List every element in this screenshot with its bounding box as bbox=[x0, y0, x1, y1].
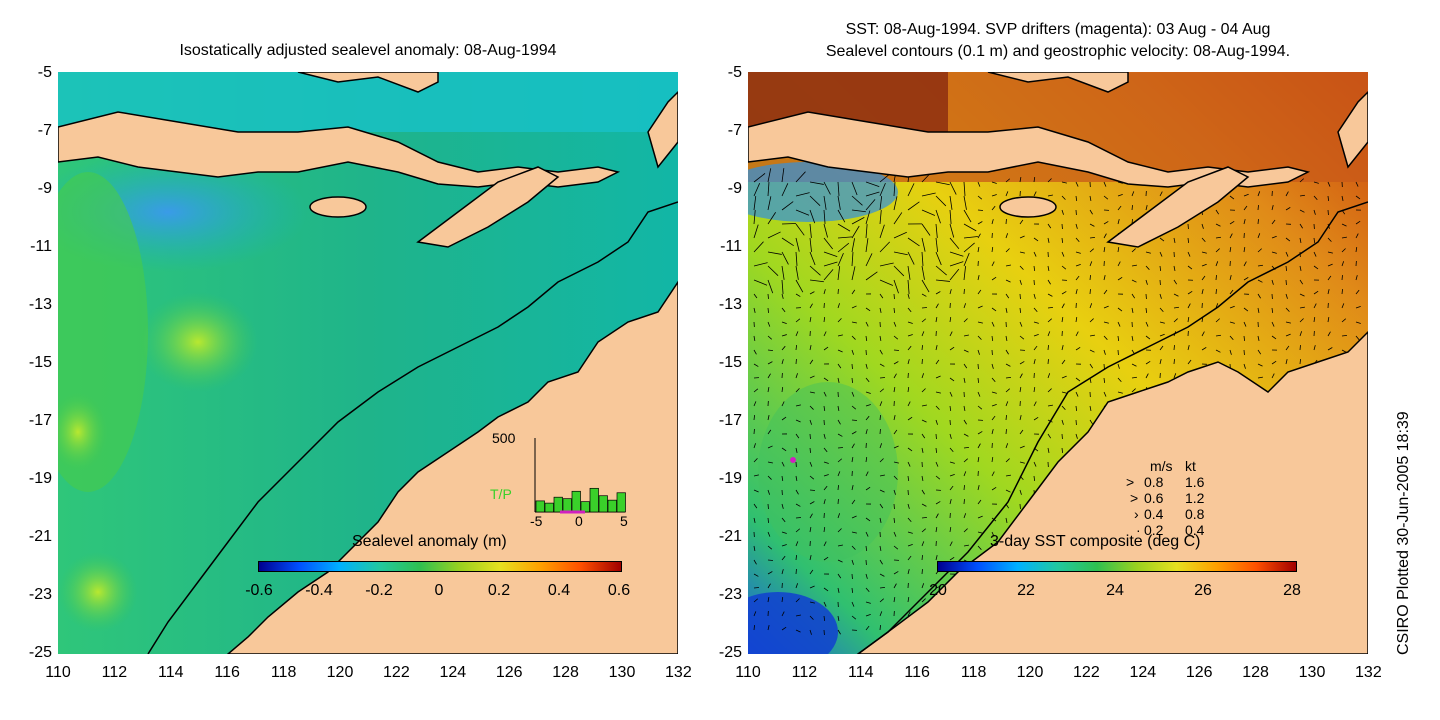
left-colorbar-tick: 0.6 bbox=[607, 582, 631, 599]
y-tick-label: -21 bbox=[718, 528, 742, 545]
inset-y-label: 500 bbox=[492, 430, 516, 446]
velocity-legend-ms: 0.8 bbox=[1144, 474, 1164, 490]
x-tick-label: 110 bbox=[735, 664, 761, 681]
y-tick-label: -7 bbox=[37, 122, 52, 139]
velocity-legend-kt-header: kt bbox=[1185, 458, 1196, 474]
x-tick-label: 114 bbox=[158, 664, 184, 681]
velocity-legend-kt: 1.2 bbox=[1185, 490, 1205, 506]
inset-histogram-bar bbox=[553, 496, 563, 513]
y-tick-label: -11 bbox=[720, 238, 742, 255]
inset-histogram-bar bbox=[535, 500, 545, 513]
x-tick-label: 112 bbox=[791, 664, 818, 681]
right-colorbar-tick: 22 bbox=[1017, 582, 1035, 599]
x-tick-label: 122 bbox=[1073, 664, 1100, 681]
left-colorbar-tick: -0.6 bbox=[245, 582, 273, 599]
velocity-legend-ms: 0.4 bbox=[1144, 506, 1164, 522]
y-tick-label: -13 bbox=[718, 296, 742, 313]
y-tick-label: -19 bbox=[28, 470, 52, 487]
x-tick-label: 116 bbox=[214, 664, 240, 681]
velocity-legend-arrow-icon: › bbox=[1134, 506, 1139, 522]
x-tick-label: 132 bbox=[665, 664, 692, 681]
right-colorbar-tick: 24 bbox=[1106, 582, 1124, 599]
x-tick-label: 126 bbox=[1185, 664, 1213, 681]
y-tick-label: -17 bbox=[28, 412, 52, 429]
velocity-legend-arrow-icon: · bbox=[1136, 522, 1141, 538]
x-tick-label: 130 bbox=[608, 664, 636, 681]
velocity-legend-kt: 0.4 bbox=[1185, 522, 1205, 538]
right-panel-title-line1: SST: 08-Aug-1994. SVP drifters (magenta)… bbox=[845, 21, 1271, 38]
right-colorbar bbox=[937, 561, 1297, 572]
y-tick-label: -13 bbox=[28, 296, 52, 313]
left-colorbar bbox=[258, 561, 622, 572]
x-tick-label: 114 bbox=[848, 664, 874, 681]
inset-histogram-bar bbox=[589, 487, 599, 513]
velocity-legend-ms: 0.6 bbox=[1144, 490, 1164, 506]
plot-credit: CSIRO Plotted 30-Jun-2005 18:39 bbox=[1395, 411, 1412, 655]
inset-series-label: T/P bbox=[490, 486, 512, 502]
y-tick-label: -19 bbox=[718, 470, 742, 487]
velocity-legend-arrow-icon: > bbox=[1130, 490, 1139, 506]
inset-x-tick: 0 bbox=[575, 513, 583, 529]
inset-histogram-bar bbox=[616, 492, 626, 513]
left-colorbar-tick: 0.2 bbox=[487, 582, 511, 599]
right-colorbar-title: 3-day SST composite (deg C) bbox=[990, 533, 1201, 550]
x-tick-label: 124 bbox=[439, 664, 467, 681]
y-tick-label: -15 bbox=[718, 354, 742, 371]
right-sst-map bbox=[748, 72, 1368, 654]
x-tick-label: 120 bbox=[326, 664, 354, 681]
y-tick-label: -9 bbox=[37, 180, 52, 197]
left-colorbar-tick: 0.4 bbox=[547, 582, 571, 599]
y-tick-label: -21 bbox=[28, 528, 52, 545]
x-tick-label: 128 bbox=[552, 664, 579, 681]
x-tick-label: 118 bbox=[270, 664, 297, 681]
x-tick-label: 132 bbox=[1355, 664, 1382, 681]
left-colorbar-tick: -0.4 bbox=[305, 582, 333, 599]
inset-histogram-bar bbox=[607, 499, 617, 513]
velocity-legend-ms-header: m/s bbox=[1150, 458, 1173, 474]
inset-histogram-bar bbox=[598, 495, 608, 513]
y-tick-label: -7 bbox=[727, 122, 742, 139]
right-colorbar-tick: 20 bbox=[929, 582, 947, 599]
australia-landmass bbox=[856, 330, 1368, 654]
right-panel-title-line2: Sealevel contours (0.1 m) and geostrophi… bbox=[825, 43, 1291, 60]
y-tick-label: -25 bbox=[28, 644, 52, 661]
left-colorbar-tick: 0 bbox=[434, 582, 444, 599]
y-tick-label: -17 bbox=[718, 412, 742, 429]
x-tick-label: 122 bbox=[383, 664, 410, 681]
velocity-legend-kt: 0.8 bbox=[1185, 506, 1205, 522]
x-tick-label: 110 bbox=[45, 664, 71, 681]
left-panel-title: Isostatically adjusted sealevel anomaly:… bbox=[179, 42, 557, 59]
inset-x-tick: -5 bbox=[530, 513, 543, 529]
y-tick-label: -11 bbox=[30, 238, 52, 255]
x-tick-label: 118 bbox=[960, 664, 987, 681]
y-tick-label: -23 bbox=[28, 586, 52, 603]
x-tick-label: 120 bbox=[1016, 664, 1044, 681]
y-tick-label: -5 bbox=[37, 64, 52, 81]
y-tick-label: -9 bbox=[727, 180, 742, 197]
y-tick-label: -15 bbox=[28, 354, 52, 371]
x-tick-label: 112 bbox=[101, 664, 128, 681]
y-tick-label: -25 bbox=[718, 644, 742, 661]
x-tick-label: 124 bbox=[1129, 664, 1157, 681]
tp-histogram-inset bbox=[534, 438, 626, 514]
inset-x-tick: 5 bbox=[620, 513, 628, 529]
right-colorbar-tick: 28 bbox=[1283, 582, 1301, 599]
y-tick-label: -23 bbox=[718, 586, 742, 603]
x-tick-label: 130 bbox=[1298, 664, 1326, 681]
velocity-legend-ms: 0.2 bbox=[1144, 522, 1164, 538]
velocity-legend-kt: 1.6 bbox=[1185, 474, 1205, 490]
inset-histogram-bar bbox=[562, 498, 572, 513]
velocity-legend-arrow-icon: > bbox=[1126, 474, 1135, 490]
x-tick-label: 126 bbox=[495, 664, 523, 681]
y-tick-label: -5 bbox=[727, 64, 742, 81]
inset-histogram-bar bbox=[580, 501, 590, 513]
inset-histogram-bar bbox=[544, 502, 554, 513]
inset-histogram-bar bbox=[571, 490, 581, 513]
left-colorbar-title: Sealevel anomaly (m) bbox=[352, 533, 507, 550]
left-colorbar-tick: -0.2 bbox=[365, 582, 393, 599]
right-colorbar-tick: 26 bbox=[1194, 582, 1212, 599]
x-tick-label: 116 bbox=[904, 664, 930, 681]
x-tick-label: 128 bbox=[1242, 664, 1269, 681]
